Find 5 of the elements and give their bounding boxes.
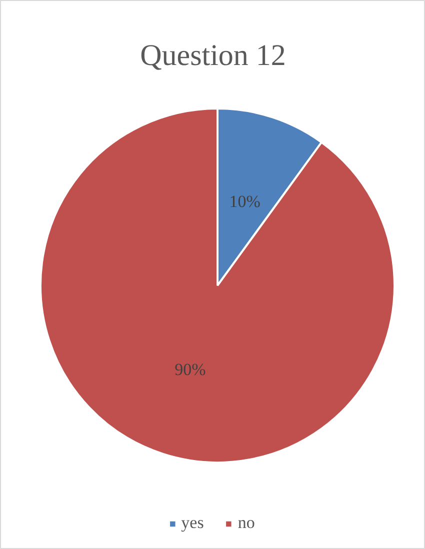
legend-label: no bbox=[238, 513, 256, 533]
legend-label: yes bbox=[181, 513, 204, 533]
data-label: 10% bbox=[229, 192, 260, 211]
data-label: 90% bbox=[174, 360, 206, 380]
chart-title: Question 12 bbox=[140, 39, 286, 72]
